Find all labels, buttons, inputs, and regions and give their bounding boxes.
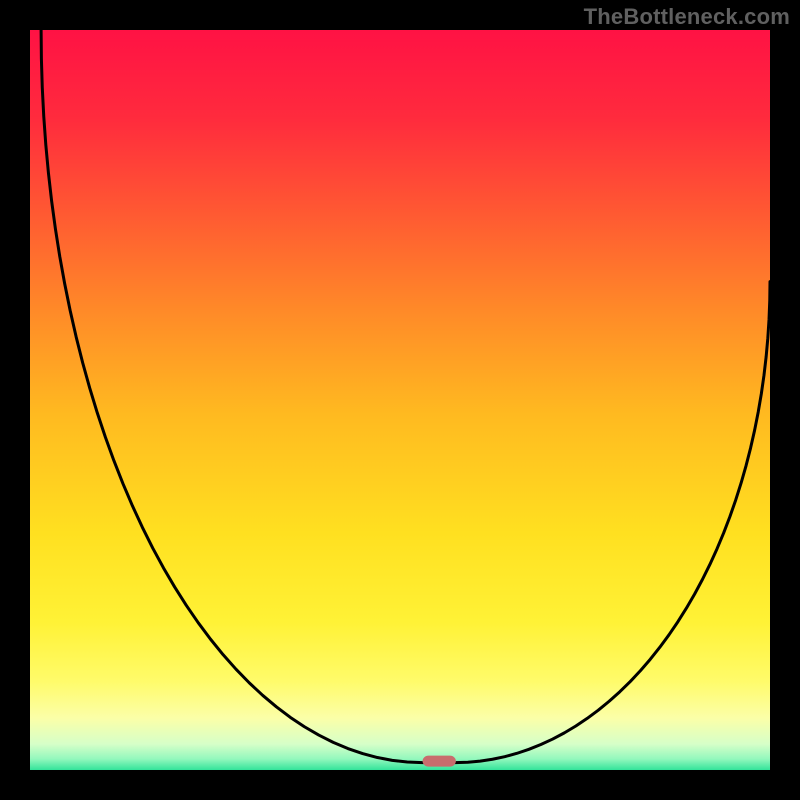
- optimal-marker: [423, 756, 456, 767]
- bottleneck-chart: [0, 0, 800, 800]
- plot-background: [30, 30, 770, 770]
- chart-frame: TheBottleneck.com: [0, 0, 800, 800]
